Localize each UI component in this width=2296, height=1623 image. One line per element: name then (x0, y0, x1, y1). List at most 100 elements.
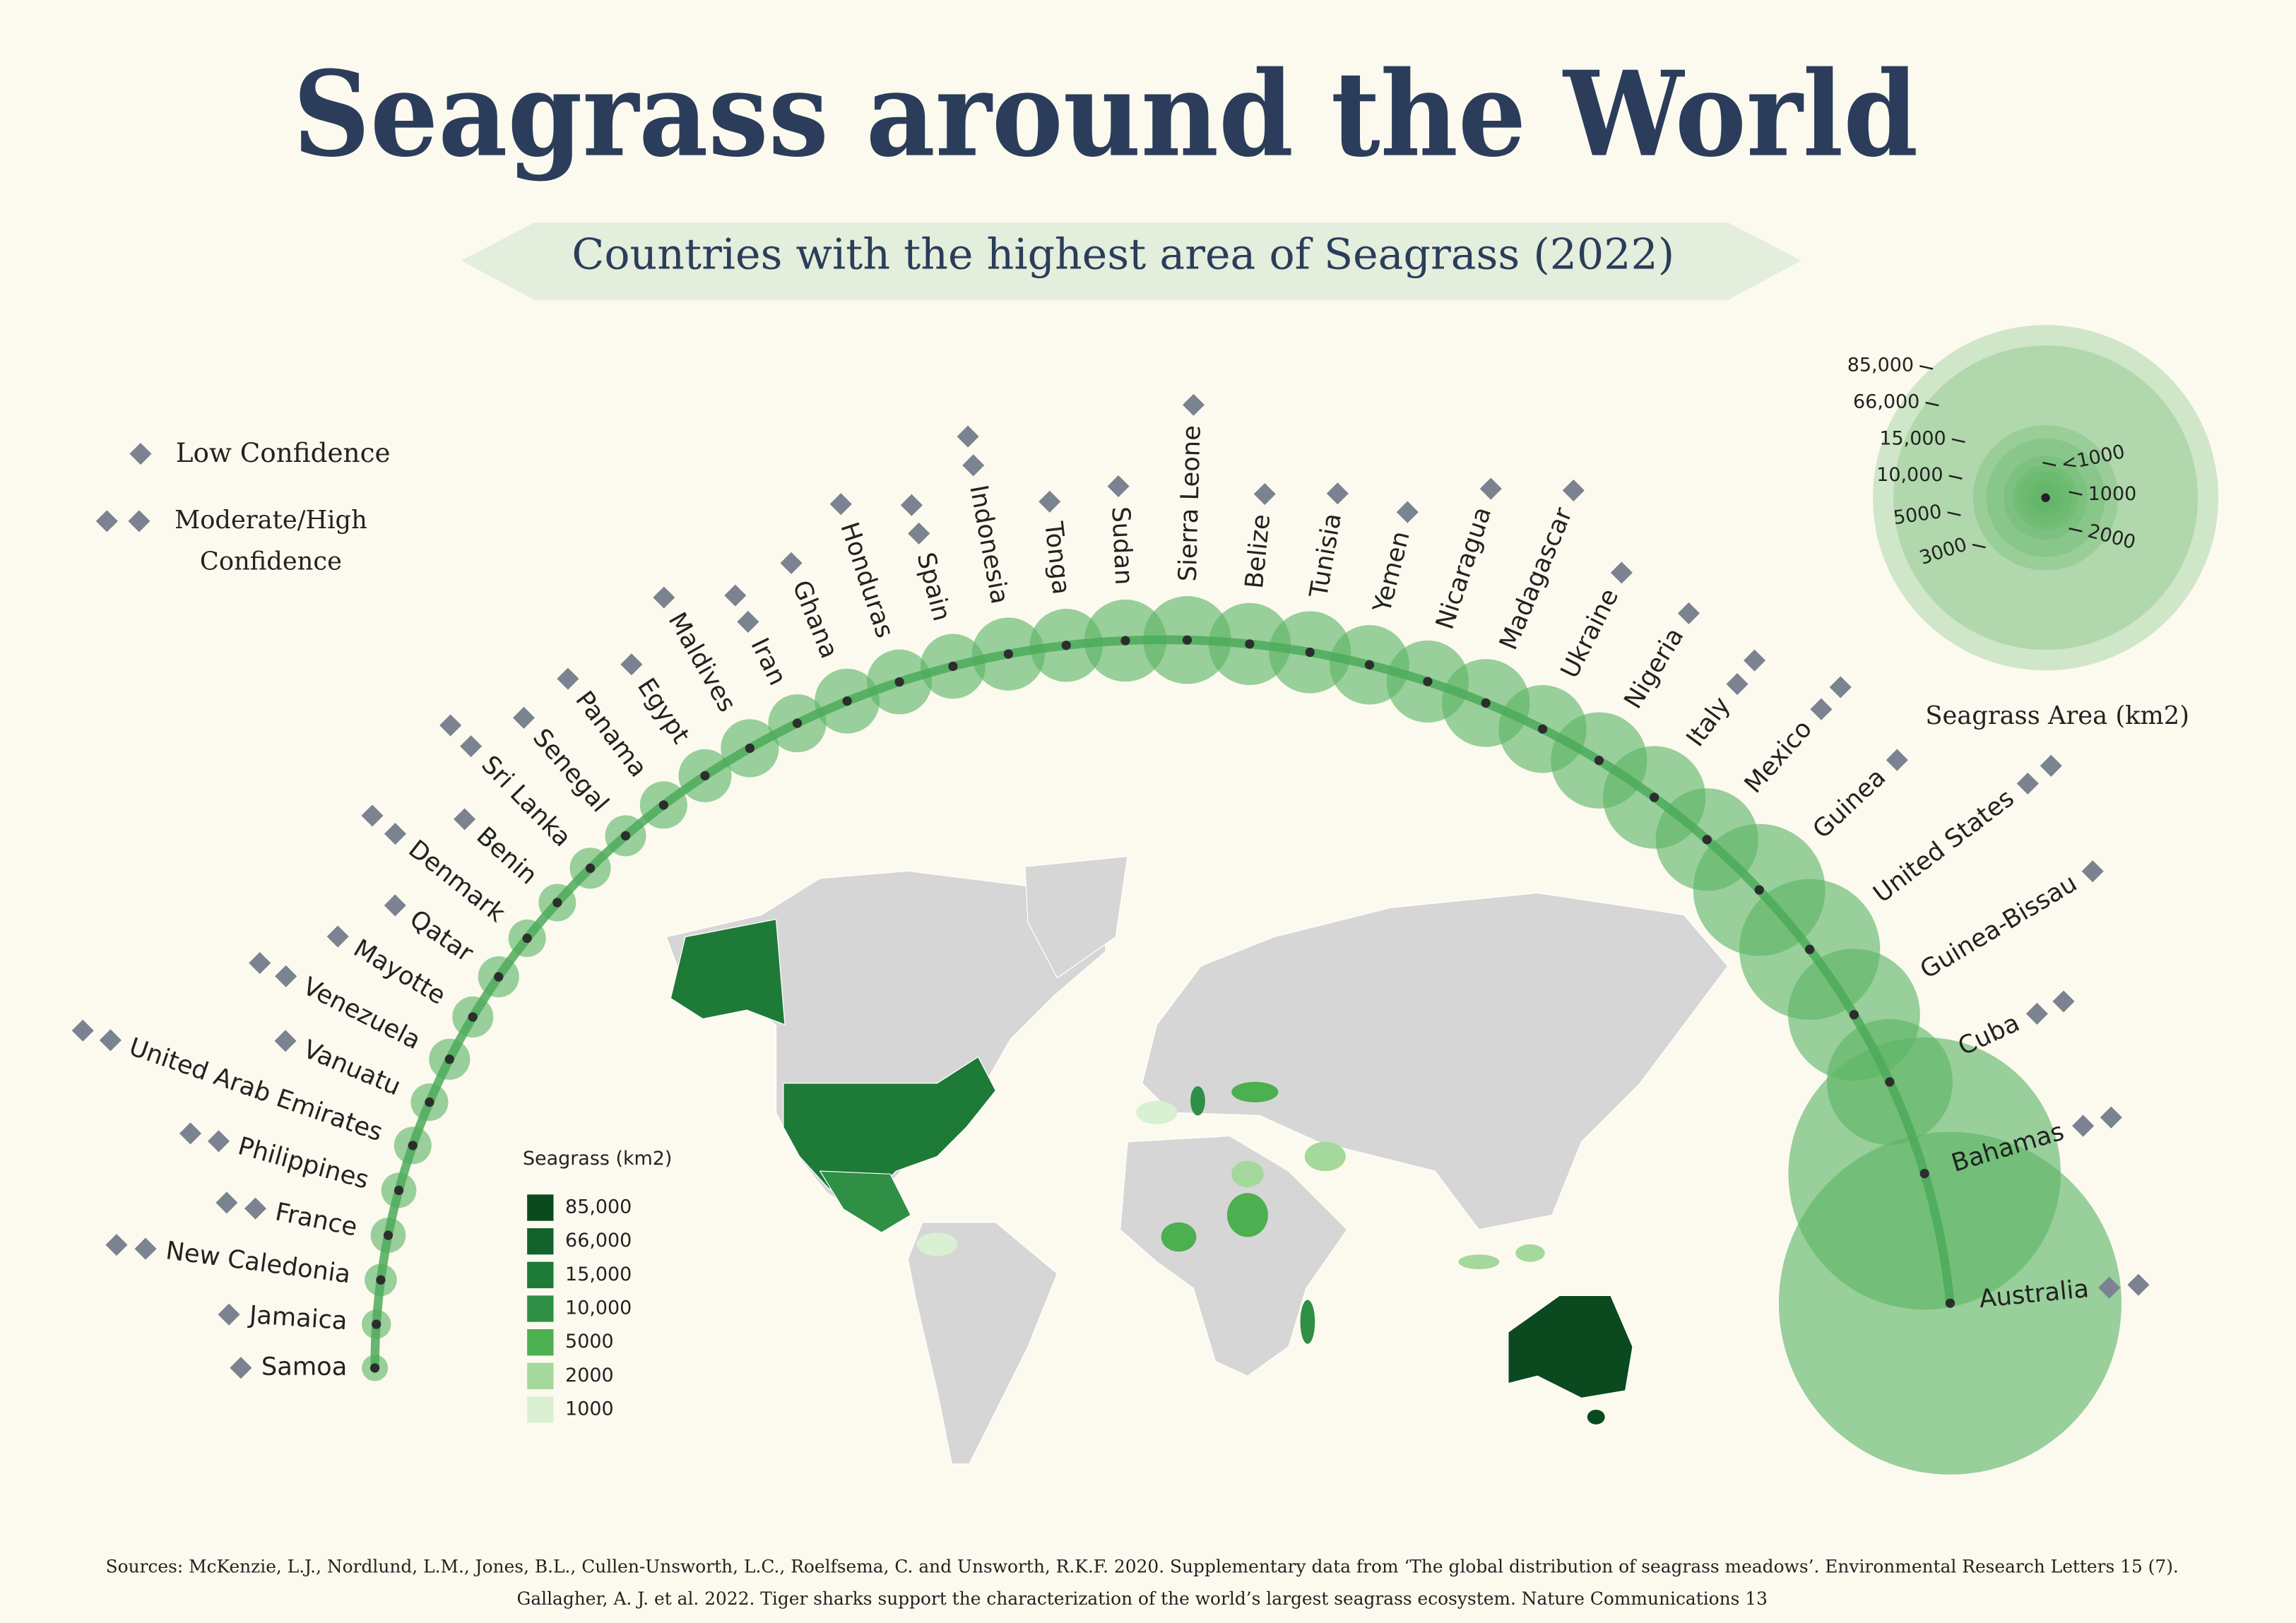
legend-label: 1000 (565, 1398, 614, 1420)
confidence-diamond (2081, 860, 2104, 883)
leader-line (1919, 364, 1934, 370)
size-legend-label: 66,000 (1853, 391, 1919, 412)
center-dot (494, 972, 504, 982)
center-dot (1885, 1077, 1895, 1087)
center-dot (1245, 639, 1255, 649)
confidence-diamond (244, 1197, 267, 1220)
center-dot (552, 898, 562, 908)
confidence-diamond (1562, 479, 1585, 501)
australia (1508, 1295, 1633, 1399)
confidence-diamond (908, 522, 930, 545)
iran (1304, 1141, 1346, 1172)
center-dot (468, 1012, 478, 1022)
africa (1119, 1135, 1348, 1377)
center-dot (1702, 835, 1712, 845)
legend-swatch (527, 1396, 554, 1423)
leader-line (1972, 543, 1986, 549)
confidence-diamond (218, 1303, 240, 1326)
confidence-diamond (1479, 477, 1502, 500)
center-dot (393, 1185, 404, 1196)
legend-label: 5000 (565, 1331, 614, 1352)
confidence-diamond (2100, 1106, 2122, 1129)
size-legend-label: 15,000 (1879, 427, 1946, 449)
center-dot (444, 1054, 454, 1064)
center-dot (522, 933, 532, 944)
legend-label: 15,000 (565, 1264, 632, 1285)
confidence-diamond (2072, 1114, 2095, 1137)
center-dot (1945, 1298, 1955, 1308)
center-dot (1061, 641, 1071, 650)
legend-swatch (527, 1194, 554, 1221)
leader-line (2042, 461, 2057, 467)
center-dot (376, 1275, 386, 1285)
center-dot (894, 677, 904, 687)
source-line: Sources: McKenzie, L.J., Nordlund, L.M.,… (106, 1556, 2179, 1576)
confidence-diamond (2016, 772, 2039, 795)
confidence-diamond (1253, 482, 1276, 506)
center-dot (1919, 1168, 1929, 1179)
center-dot (842, 696, 852, 706)
center-dot (585, 863, 596, 873)
confidence-diamond (249, 951, 271, 975)
center-dot (1537, 724, 1548, 734)
center-dot (369, 1363, 380, 1373)
greenland (1024, 855, 1128, 979)
alaska (670, 918, 786, 1025)
leader-line (2069, 491, 2083, 496)
center-dot (1120, 636, 1130, 646)
center-dot (2041, 493, 2050, 502)
size-legend-label: 85,000 (1847, 355, 1914, 376)
confidence-diamond (207, 1130, 230, 1153)
confidence-diamond (179, 1122, 202, 1145)
confidence-diamond (1326, 482, 1349, 505)
confidence-diamond (1726, 673, 1748, 696)
size-legend-title: Seagrass Area (km2) (1925, 701, 2189, 730)
confidence-diamond (454, 808, 476, 831)
size-legend-label: 10,000 (1876, 464, 1943, 486)
legend-swatch (527, 1329, 554, 1356)
center-dot (1364, 660, 1375, 670)
center-dot (1423, 677, 1433, 686)
indonesia (1458, 1254, 1500, 1270)
legend-label: 85,000 (565, 1196, 632, 1218)
legend-label: 66,000 (565, 1230, 632, 1252)
legend-swatch (527, 1362, 554, 1389)
center-dot (1182, 635, 1193, 645)
confidence-diamond (829, 493, 852, 516)
country-label: Sierra Leone (1173, 425, 1207, 582)
legend-label: Low Confidence (176, 437, 391, 468)
confidence-diamond (1886, 749, 1908, 771)
center-dot (745, 743, 755, 754)
source-line: Gallagher, A. J. et al. 2022. Tiger shar… (516, 1588, 1767, 1609)
center-dot (1754, 885, 1764, 895)
center-dot (1849, 1010, 1859, 1020)
country-label: Jamaica (247, 1300, 348, 1336)
leader-line (1951, 438, 1965, 444)
spain (1136, 1100, 1178, 1124)
eurasia (1142, 892, 1729, 1230)
confidence-diamond (274, 1030, 297, 1052)
south-america (907, 1222, 1058, 1465)
confidence-diamond (1182, 393, 1205, 416)
center-dot (372, 1319, 381, 1329)
country-label: Samoa (261, 1352, 347, 1381)
confidence-diamond (275, 965, 297, 987)
center-dot (792, 718, 803, 728)
center-dot (425, 1097, 434, 1107)
center-dot (620, 831, 631, 841)
center-dot (1305, 647, 1315, 658)
center-dot (1594, 755, 1604, 766)
legend-diamond (95, 510, 118, 533)
confidence-diamond (1829, 676, 1852, 698)
leader-line (1948, 475, 1963, 480)
center-dot (1650, 792, 1659, 802)
legend-swatch (527, 1227, 554, 1255)
subtitle: Countries with the highest area of Seagr… (572, 230, 1674, 279)
map-legend-title: Seagrass (km2) (523, 1148, 673, 1170)
confidence-diamond (2052, 990, 2075, 1013)
confidence-diamond (384, 894, 406, 917)
madagascar (1300, 1300, 1315, 1344)
confidence-diamond (2025, 1002, 2048, 1025)
